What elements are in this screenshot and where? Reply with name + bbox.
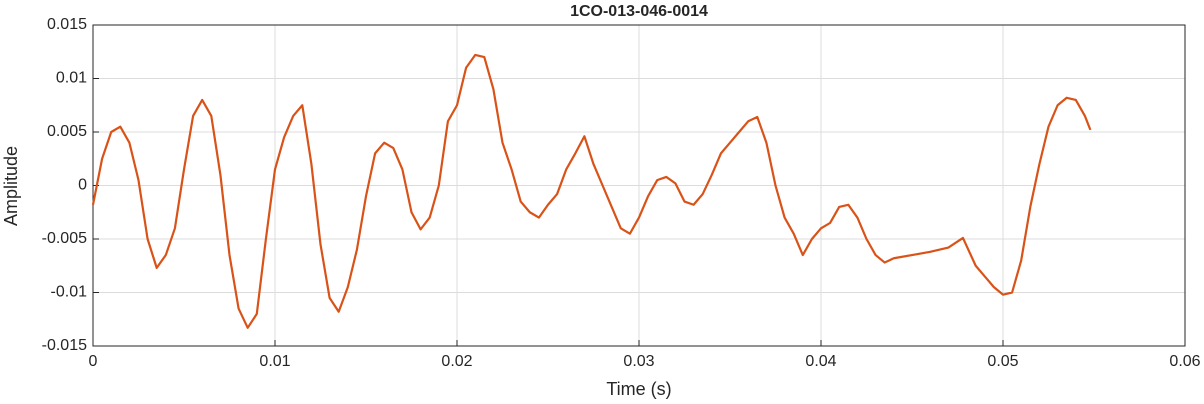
y-tick-label: 0.01 <box>56 70 87 87</box>
y-axis-label: Amplitude <box>1 146 21 226</box>
data-line <box>91 53 1092 329</box>
x-tick-label: 0.04 <box>805 353 836 370</box>
x-axis-label: Time (s) <box>606 379 671 399</box>
x-tick-label: 0.05 <box>987 353 1018 370</box>
x-tick-label: 0.02 <box>441 353 472 370</box>
x-tick-label: 0 <box>89 353 98 370</box>
y-tick-label: -0.01 <box>51 284 88 301</box>
x-tick-label: 0.03 <box>623 353 654 370</box>
plot-frame <box>92 24 1186 347</box>
y-tick-label: 0.005 <box>47 123 87 140</box>
y-tick-label: 0 <box>78 177 87 194</box>
x-tick-label: 0.06 <box>1169 353 1200 370</box>
y-tick-label: -0.015 <box>42 337 87 354</box>
x-tick-label: 0.01 <box>259 353 290 370</box>
chart-title: 1CO-013-046-0014 <box>570 3 708 20</box>
y-tick-label: -0.005 <box>42 230 87 247</box>
y-tick-label: 0.015 <box>47 16 87 33</box>
